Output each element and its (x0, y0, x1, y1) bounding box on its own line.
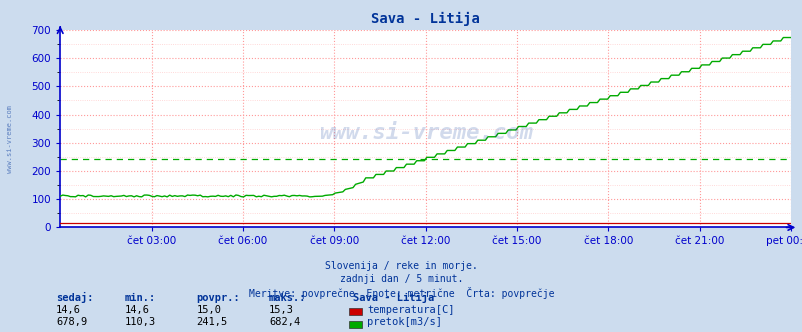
Text: 678,9: 678,9 (56, 317, 87, 327)
Text: temperatura[C]: temperatura[C] (367, 305, 454, 315)
Text: 15,0: 15,0 (196, 305, 221, 315)
Text: www.si-vreme.com: www.si-vreme.com (318, 123, 532, 143)
Text: povpr.:: povpr.: (196, 293, 240, 303)
Text: www.si-vreme.com: www.si-vreme.com (6, 106, 13, 173)
Text: 15,3: 15,3 (269, 305, 294, 315)
Text: 682,4: 682,4 (269, 317, 300, 327)
Text: min.:: min.: (124, 293, 156, 303)
Title: Sava - Litija: Sava - Litija (371, 12, 480, 26)
Text: Sava - Litija: Sava - Litija (353, 292, 434, 303)
Text: 110,3: 110,3 (124, 317, 156, 327)
Text: maks.:: maks.: (269, 293, 306, 303)
Text: Slovenija / reke in morje.: Slovenija / reke in morje. (325, 261, 477, 271)
Text: 14,6: 14,6 (124, 305, 149, 315)
Text: 241,5: 241,5 (196, 317, 228, 327)
Text: sedaj:: sedaj: (56, 292, 94, 303)
Text: pretok[m3/s]: pretok[m3/s] (367, 317, 441, 327)
Text: 14,6: 14,6 (56, 305, 81, 315)
Text: zadnji dan / 5 minut.: zadnji dan / 5 minut. (339, 274, 463, 284)
Text: Meritve: povprečne  Enote: metrične  Črta: povprečje: Meritve: povprečne Enote: metrične Črta:… (249, 287, 553, 299)
